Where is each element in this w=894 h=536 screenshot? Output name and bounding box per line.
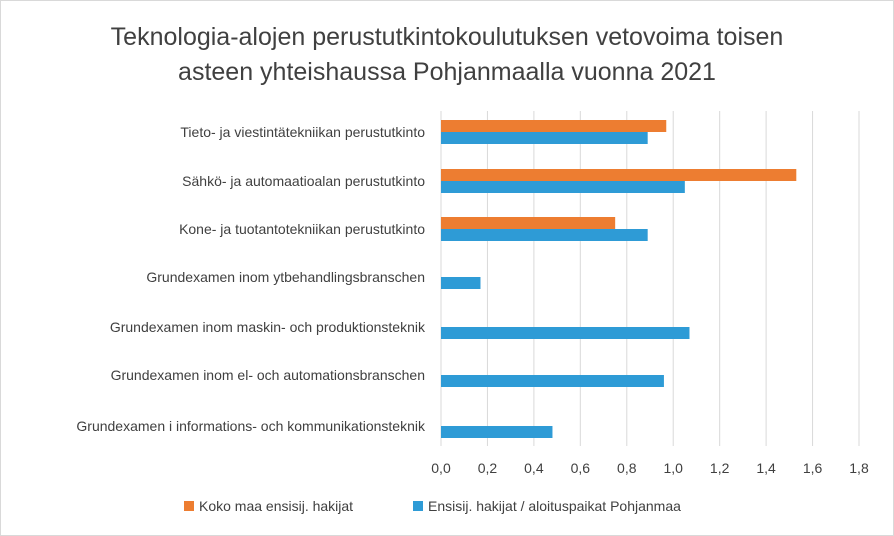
bar-pohjanmaa [441, 426, 553, 438]
x-tick-label: 0,2 [478, 460, 498, 476]
x-tick-label: 0,8 [617, 460, 637, 476]
x-tick-label: 1,4 [756, 460, 776, 476]
legend-swatch-pohjanmaa [413, 501, 423, 511]
category-label: Grundexamen inom ytbehandlingsbranschen [146, 269, 425, 285]
bar-pohjanmaa [441, 375, 664, 387]
legend-label-koko-maa: Koko maa ensisij. hakijat [199, 498, 353, 514]
category-label: Kone- ja tuotantotekniikan perustutkinto [179, 221, 425, 237]
category-labels: Tieto- ja viestintätekniikan perustutkin… [76, 124, 426, 434]
x-tick-label: 1,2 [710, 460, 730, 476]
x-tick-label: 0,0 [431, 460, 451, 476]
legend-swatch-koko-maa [184, 501, 194, 511]
bar-koko-maa [441, 120, 667, 132]
category-label: Sähkö- ja automaatioalan perustutkinto [182, 173, 425, 189]
x-axis-tick-labels: 0,0 0,2 0,4 0,6 0,8 1,0 1,2 1,4 1,6 1,8 [431, 460, 869, 476]
legend-label-pohjanmaa: Ensisij. hakijat / aloituspaikat Pohjanm… [428, 498, 681, 514]
legend: Koko maa ensisij. hakijat Ensisij. hakij… [184, 498, 681, 514]
bar-pohjanmaa [441, 277, 481, 289]
bars [441, 120, 797, 438]
gridlines [440, 111, 860, 446]
bar-pohjanmaa [441, 229, 648, 241]
category-label: Grundexamen inom el- och automationsbran… [111, 367, 425, 383]
category-label: Grundexamen i informations- och kommunik… [76, 418, 426, 434]
bar-pohjanmaa [441, 132, 648, 144]
chart-title-line-1: Teknologia-alojen perustutkintokoulutuks… [111, 23, 784, 51]
chart-title-line-2: asteen yhteishaussa Pohjanmaalla vuonna … [178, 58, 716, 86]
bar-koko-maa [441, 169, 797, 181]
x-tick-label: 1,8 [849, 460, 869, 476]
bar-pohjanmaa [441, 181, 685, 193]
x-tick-label: 1,6 [803, 460, 823, 476]
bar-koko-maa [441, 217, 616, 229]
x-tick-label: 0,4 [524, 460, 544, 476]
x-tick-label: 1,0 [663, 460, 683, 476]
chart-title: Teknologia-alojen perustutkintokoulutuks… [111, 23, 784, 86]
category-label: Grundexamen inom maskin- och produktions… [110, 319, 426, 335]
x-tick-label: 0,6 [571, 460, 591, 476]
bar-pohjanmaa [441, 327, 690, 339]
category-label: Tieto- ja viestintätekniikan perustutkin… [180, 124, 425, 140]
